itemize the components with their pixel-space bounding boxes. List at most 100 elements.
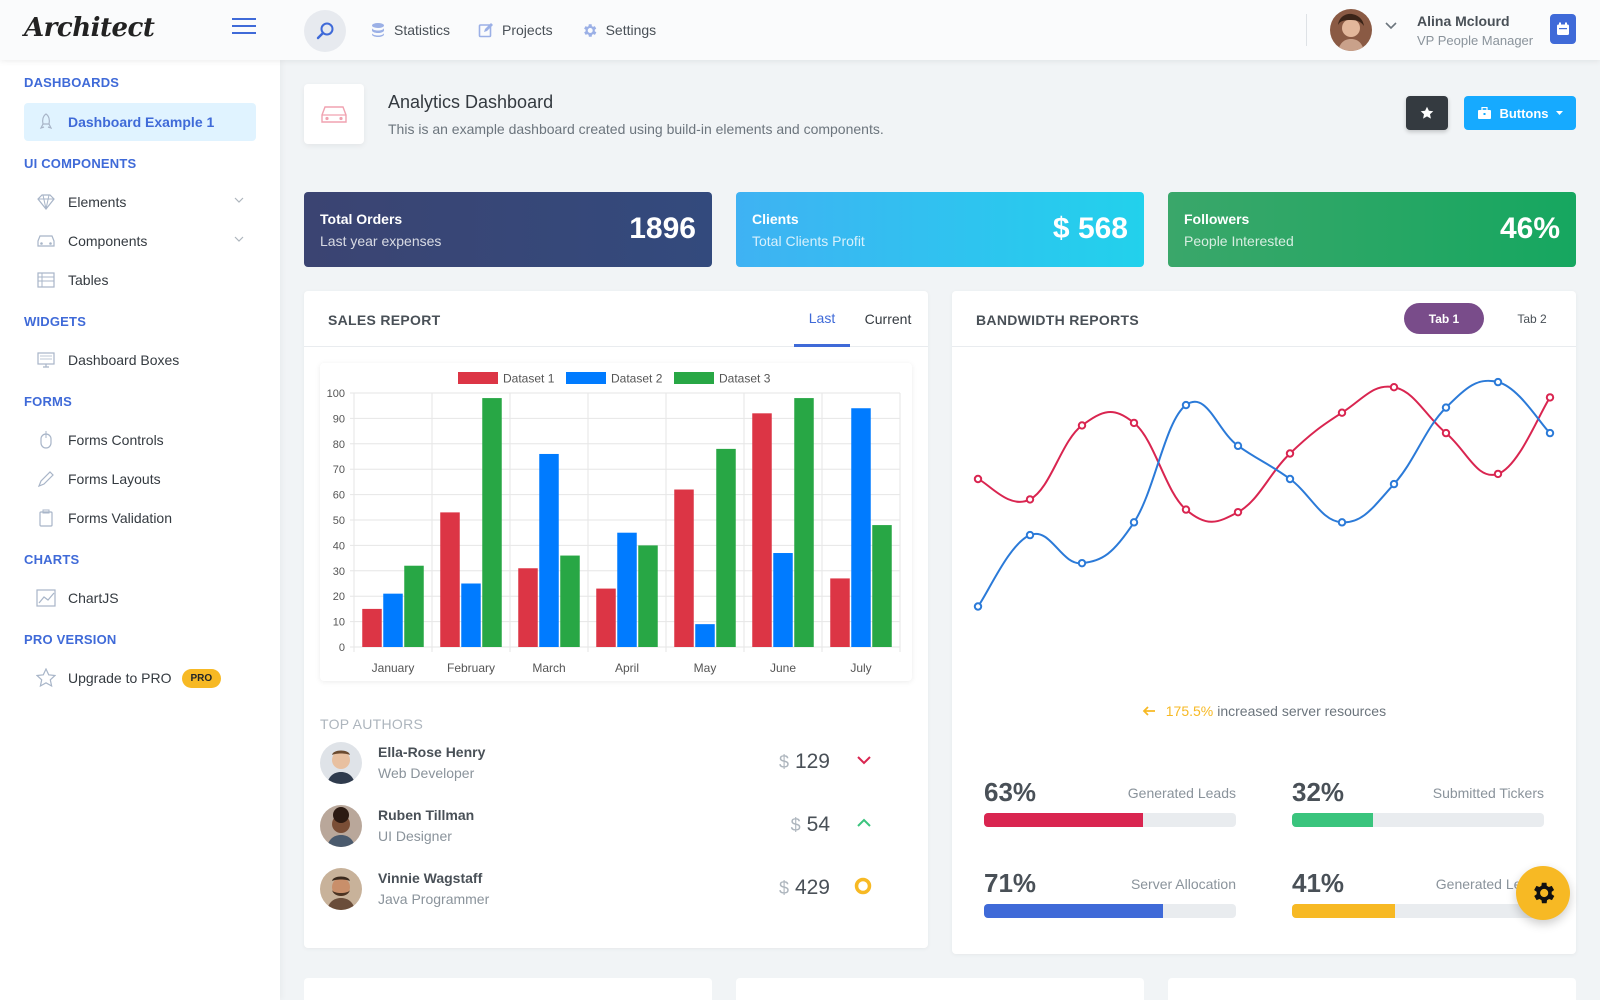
- data-point: [1493, 377, 1503, 387]
- sidebar-item-forms-validation[interactable]: Forms Validation: [24, 499, 256, 537]
- bar: [872, 525, 892, 647]
- data-point: [1025, 495, 1035, 504]
- author-row[interactable]: Ruben Tillman UI Designer $54: [320, 801, 880, 851]
- nav-statistics[interactable]: Statistics: [370, 22, 450, 38]
- sidebar-heading-dashboards: DASHBOARDS: [24, 75, 120, 90]
- user-name[interactable]: Alina Mclourd: [1417, 13, 1510, 29]
- author-job: Java Programmer: [378, 891, 490, 907]
- clipboard-icon: [24, 509, 68, 527]
- progress-fill: [984, 813, 1143, 827]
- progress-label: Server Allocation: [1130, 876, 1236, 892]
- sidebar-item-components[interactable]: Components: [24, 222, 256, 260]
- search-button[interactable]: [304, 10, 346, 52]
- progress-bar: [984, 813, 1236, 827]
- currency-symbol: $: [778, 878, 789, 898]
- app-logo[interactable]: Architect: [24, 13, 155, 43]
- bar: [674, 489, 694, 647]
- bar: [440, 512, 460, 647]
- sidebar-item-dashboard-boxes[interactable]: Dashboard Boxes: [24, 341, 256, 379]
- progress-value: 71%: [984, 868, 1037, 898]
- progress-fill: [1292, 813, 1373, 827]
- bar: [752, 413, 772, 647]
- sidebar-item-upgrade-to-pro[interactable]: Upgrade to PRO PRO: [24, 659, 256, 697]
- calendar-button[interactable]: [1550, 14, 1576, 44]
- legend-label: Dataset 3: [719, 372, 771, 386]
- chevron-down-icon[interactable]: [1385, 22, 1397, 30]
- page-title-icon: [304, 84, 364, 144]
- amount-value: 429: [794, 876, 830, 899]
- favorite-button[interactable]: [1406, 96, 1448, 130]
- author-row[interactable]: Vinnie Wagstaff Java Programmer $429: [320, 864, 880, 914]
- car-icon: [24, 234, 68, 248]
- sidebar-item-elements[interactable]: Elements: [24, 183, 256, 221]
- bar: [596, 588, 616, 647]
- data-point: [1545, 393, 1555, 402]
- stat-title: Total Orders: [320, 211, 403, 227]
- table-icon: [24, 272, 68, 288]
- theme-settings-button[interactable]: [1516, 866, 1570, 920]
- tab-current[interactable]: Current: [864, 311, 912, 327]
- legend-label: Dataset 1: [503, 372, 555, 386]
- sidebar-item-forms-layouts[interactable]: Forms Layouts: [24, 460, 256, 498]
- pencil-icon: [24, 470, 68, 488]
- nav-statistics-label: Statistics: [394, 22, 451, 38]
- sidebar-item-dashboard-example-1[interactable]: Dashboard Example 1: [24, 103, 256, 141]
- top-authors-heading: TOP AUTHORS: [320, 716, 424, 732]
- author-job: UI Designer: [378, 828, 452, 844]
- author-row[interactable]: Ella-Rose Henry Web Developer $129: [320, 738, 880, 788]
- tab-2[interactable]: Tab 2: [1517, 311, 1547, 326]
- x-tick-label: March: [532, 661, 565, 675]
- monitor-icon: [24, 352, 68, 368]
- data-point: [1545, 428, 1555, 438]
- series-line: [977, 385, 1551, 523]
- sidebar-heading-ui-components: UI COMPONENTS: [24, 156, 137, 171]
- hamburger-menu-icon[interactable]: [232, 18, 256, 38]
- user-avatar[interactable]: [1330, 9, 1372, 51]
- sidebar-item-tables[interactable]: Tables: [24, 261, 256, 299]
- data-point: [1441, 403, 1451, 412]
- y-tick-label: 90: [333, 413, 345, 425]
- bar: [638, 545, 658, 647]
- gear-icon: [583, 23, 596, 37]
- progress-fill: [984, 904, 1163, 918]
- calendar-icon: [1557, 22, 1569, 35]
- data-point: [1181, 505, 1191, 514]
- nav-settings[interactable]: Settings: [581, 22, 656, 39]
- data-point: [1129, 518, 1139, 527]
- y-tick-label: 0: [339, 642, 345, 654]
- bar: [830, 578, 850, 647]
- y-tick-label: 80: [333, 439, 345, 451]
- tab-1[interactable]: Tab 1: [1404, 303, 1484, 334]
- neutral-dot-icon: [854, 877, 872, 895]
- legend-swatch: [458, 372, 498, 384]
- sidebar-item-label: Dashboard Boxes: [68, 352, 180, 368]
- bottom-card: [1168, 978, 1576, 1000]
- avatar: [320, 742, 362, 784]
- bar: [794, 398, 814, 647]
- stat-title: Followers: [1184, 211, 1250, 227]
- x-tick-label: May: [694, 661, 717, 675]
- sidebar-item-label: Components: [68, 233, 148, 249]
- y-tick-label: 100: [327, 388, 345, 400]
- nav-projects[interactable]: Projects: [478, 22, 553, 38]
- sidebar-item-label: Forms Controls: [68, 432, 164, 448]
- progress-value: 63%: [984, 777, 1037, 807]
- database-icon: [372, 23, 384, 37]
- sidebar-item-chartjs[interactable]: ChartJS: [24, 579, 256, 617]
- sidebar-item-label: ChartJS: [68, 590, 119, 606]
- stat-value: 1896: [629, 212, 696, 245]
- sidebar-item-label: Dashboard Example 1: [68, 114, 215, 130]
- sidebar-item-label: Upgrade to PRO: [68, 670, 172, 686]
- author-job: Web Developer: [378, 765, 475, 781]
- data-point: [1025, 530, 1035, 540]
- data-point: [1077, 421, 1087, 430]
- bottom-card: [304, 978, 712, 1000]
- buttons-dropdown-button[interactable]: Buttons: [1464, 96, 1576, 130]
- tab-last[interactable]: Last: [794, 291, 850, 347]
- x-tick-label: June: [770, 661, 796, 675]
- sidebar-item-forms-controls[interactable]: Forms Controls: [24, 421, 256, 459]
- currency-symbol: $: [790, 815, 801, 835]
- sidebar-item-label: Tables: [68, 272, 109, 288]
- card-header: BANDWIDTH REPORTS Tab 1 Tab 2: [952, 291, 1576, 347]
- progress-label: Submitted Tickers: [1432, 785, 1544, 801]
